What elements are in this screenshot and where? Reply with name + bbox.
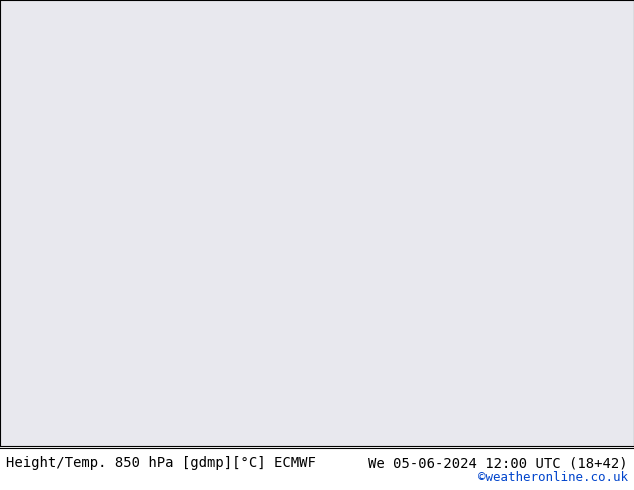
Text: We 05-06-2024 12:00 UTC (18+42): We 05-06-2024 12:00 UTC (18+42) bbox=[368, 456, 628, 470]
Text: ©weatheronline.co.uk: ©weatheronline.co.uk bbox=[477, 471, 628, 484]
Text: Height/Temp. 850 hPa [gdmp][°C] ECMWF: Height/Temp. 850 hPa [gdmp][°C] ECMWF bbox=[6, 456, 316, 470]
